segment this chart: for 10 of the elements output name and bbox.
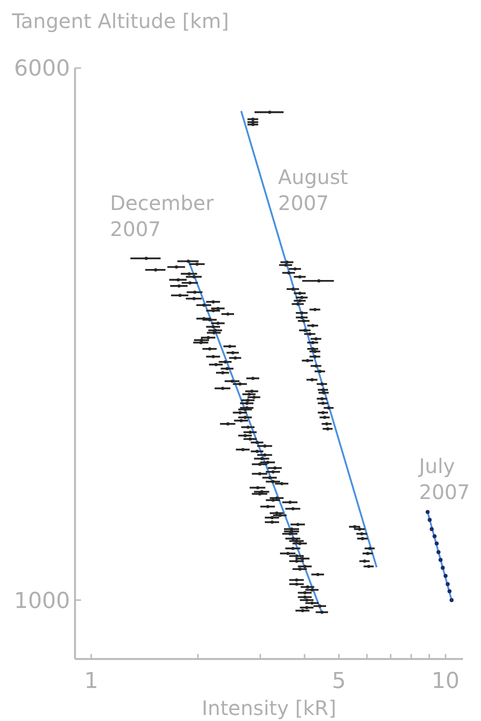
y-axis-title: Tangent Altitude [km]: [11, 9, 229, 33]
text: August 2007: [278, 165, 348, 215]
x-tick-label: 5: [332, 669, 346, 694]
x-axis-title: Intensity [kR]: [202, 696, 336, 720]
y-tick-label: 6000: [14, 56, 70, 82]
y-tick-label: 1000: [14, 588, 70, 614]
x-tick-label: 1: [84, 669, 98, 694]
series-label: July 2007: [417, 454, 470, 504]
x-tick-label: 10: [432, 669, 460, 694]
series-label: December 2007: [110, 191, 214, 241]
